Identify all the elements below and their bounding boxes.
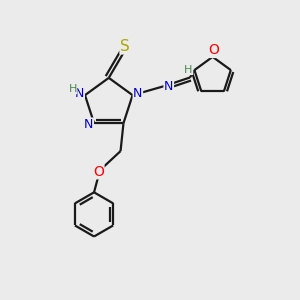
Text: O: O [93,165,104,179]
Text: N: N [75,87,84,100]
Text: N: N [164,80,173,93]
Text: S: S [120,39,130,54]
Text: O: O [209,44,220,57]
Text: N: N [84,118,94,131]
Text: H: H [184,64,193,74]
Text: H: H [68,84,77,94]
Text: N: N [133,87,142,100]
